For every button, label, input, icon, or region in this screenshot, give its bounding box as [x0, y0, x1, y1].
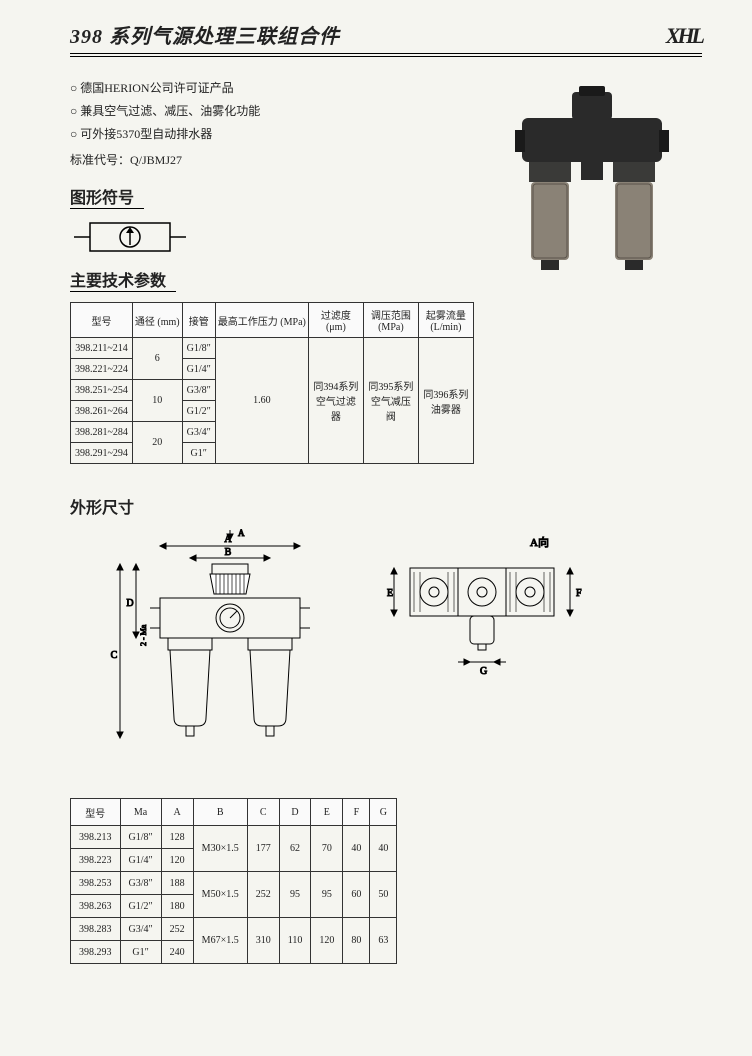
- dimensions-table: 型号 Ma A B C D E F G 398.213 G1/8″ 128 M3…: [70, 798, 397, 964]
- svg-text:G: G: [480, 666, 487, 677]
- product-photo: [492, 77, 692, 307]
- standard-code: 标准代号：Q/JBMJ27: [70, 151, 492, 168]
- table-header: 过滤度 (μm): [308, 303, 363, 338]
- bullet-item: 可外接5370型自动排水器: [70, 123, 492, 146]
- dimensions-heading: 外形尺寸: [70, 494, 134, 518]
- table-header: 调压范围 (MPa): [363, 303, 418, 338]
- table-row: 398.283 G3/4″ 252 M67×1.5 310 110 120 80…: [71, 918, 397, 941]
- dimension-drawings: A B A: [90, 528, 702, 768]
- brand-logo: XHL: [666, 23, 702, 49]
- table-header: 最高工作压力 (MPa): [215, 303, 308, 338]
- table-header: Ma: [120, 799, 161, 826]
- graphic-symbol: [70, 215, 492, 259]
- table-row: 398.213 G1/8″ 128 M30×1.5 177 62 70 40 4…: [71, 826, 397, 849]
- table-header: E: [311, 799, 343, 826]
- spec-table: 型号 通径 (mm) 接管 最高工作压力 (MPa) 过滤度 (μm) 调压范围…: [70, 302, 474, 464]
- table-header: 型号: [71, 799, 121, 826]
- table-row: 398.211~214 6 G1/8″ 1.60 同394系列空气过滤器 同39…: [71, 338, 474, 359]
- svg-text:C: C: [111, 650, 118, 661]
- page-title: 398 系列气源处理三联组合件: [70, 20, 340, 49]
- table-header: A: [161, 799, 193, 826]
- table-header: 接管: [182, 303, 215, 338]
- feature-bullets: 德国HERION公司许可证产品 兼具空气过滤、减压、油雾化功能 可外接5370型…: [70, 77, 492, 145]
- bullet-item: 德国HERION公司许可证产品: [70, 77, 492, 100]
- svg-text:A向: A向: [530, 535, 549, 549]
- symbol-heading: 图形符号: [70, 184, 144, 209]
- table-header: B: [193, 799, 247, 826]
- table-header: D: [279, 799, 311, 826]
- page-header: 398 系列气源处理三联组合件 XHL: [70, 20, 702, 57]
- table-header: 起雾流量 (L/min): [418, 303, 473, 338]
- table-header: F: [343, 799, 370, 826]
- svg-text:E: E: [387, 588, 393, 599]
- svg-text:2 - Ma: 2 - Ma: [139, 625, 148, 647]
- table-header: C: [247, 799, 279, 826]
- table-header: 通径 (mm): [132, 303, 182, 338]
- spec-heading: 主要技术参数: [70, 267, 176, 292]
- bullet-item: 兼具空气过滤、减压、油雾化功能: [70, 100, 492, 123]
- table-header: 型号: [71, 303, 133, 338]
- svg-text:A: A: [238, 528, 245, 538]
- svg-text:F: F: [576, 588, 582, 599]
- table-row: 398.253 G3/8″ 188 M50×1.5 252 95 95 60 5…: [71, 872, 397, 895]
- svg-text:B: B: [225, 547, 232, 558]
- svg-text:D: D: [126, 598, 133, 609]
- table-header: G: [370, 799, 397, 826]
